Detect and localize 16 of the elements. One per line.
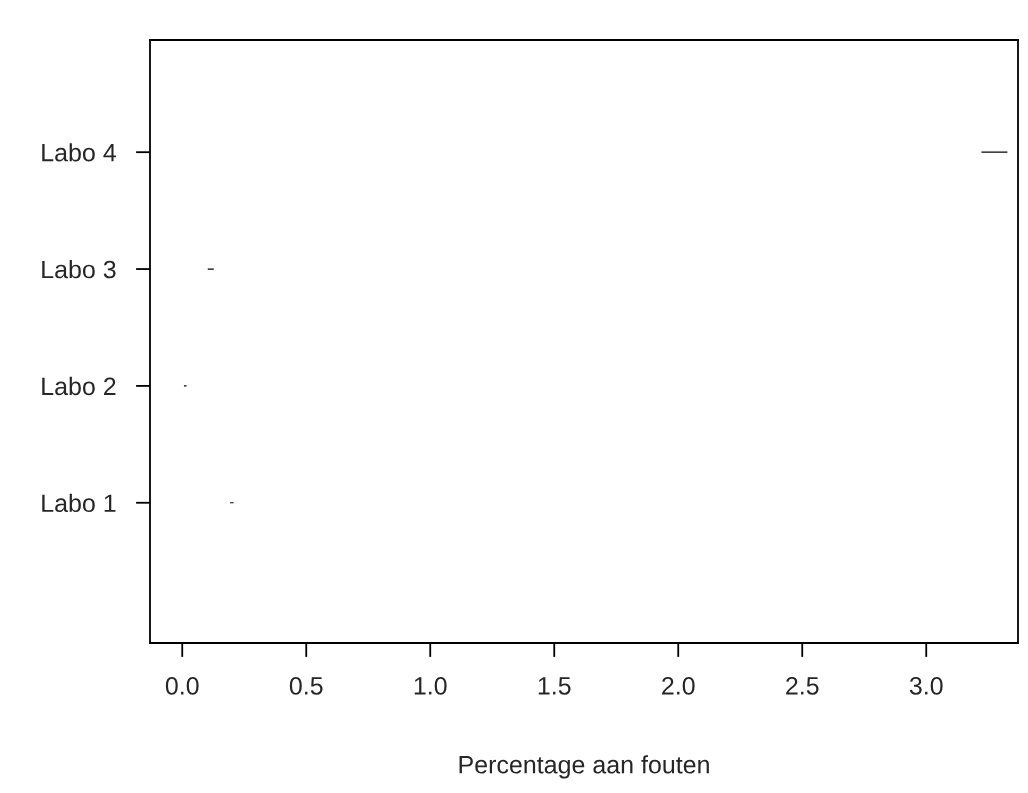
x-tick-label: 3.0: [909, 676, 943, 695]
bar: [206, 267, 216, 272]
x-tick-label: 1.0: [414, 676, 447, 695]
x-tick-label: 2.5: [786, 676, 819, 695]
y-tick-label: Labo 1: [42, 493, 116, 513]
bar: [182, 383, 188, 388]
y-tick-label: Labo 4: [42, 143, 116, 162]
bar: [980, 150, 1009, 155]
bar: [228, 500, 236, 505]
y-tick-label: Labo 3: [42, 259, 116, 279]
x-tick-label: 0.5: [289, 676, 323, 695]
x-tick-label: 2.0: [662, 676, 695, 695]
x-tick-label: 1.5: [538, 677, 571, 695]
x-axis-title: Percentage aan fouten: [459, 755, 709, 779]
x-tick-label: 0.0: [165, 676, 199, 695]
y-tick-label: Labo 2: [42, 376, 116, 396]
